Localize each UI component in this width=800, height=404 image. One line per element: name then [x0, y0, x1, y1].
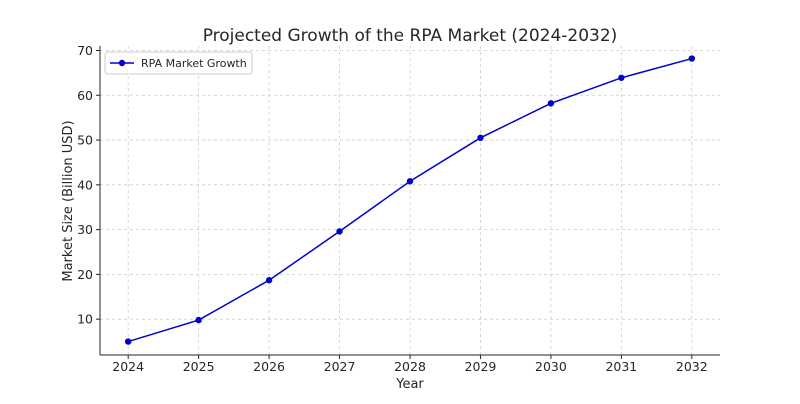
legend-point-marker: [118, 59, 126, 67]
x-tick-label: 2026: [253, 359, 285, 374]
legend: RPA Market Growth: [104, 51, 253, 75]
series: [124, 55, 696, 345]
x-ticks: 2024 2025 2026 2027 2028 2029 2030 2031 2032: [112, 355, 708, 374]
y-tick-label: 60: [77, 88, 93, 103]
chart-title: Projected Growth of the RPA Market (2024…: [203, 26, 618, 46]
y-tick-label: 70: [77, 43, 93, 58]
data-point: [336, 228, 343, 235]
data-point: [477, 134, 484, 142]
y-tick-label: 30: [77, 222, 93, 237]
x-tick-label: 2027: [324, 359, 356, 374]
x-tick-label: 2031: [605, 359, 637, 374]
x-tick-label: 2030: [535, 359, 567, 374]
data-point: [688, 55, 696, 62]
y-tick-label: 10: [77, 312, 93, 327]
y-axis-label: Market Size (Billion USD): [61, 120, 76, 281]
x-tick-label: 2029: [465, 359, 497, 374]
x-tick-label: 2032: [676, 359, 708, 374]
x-tick-label: 2028: [394, 359, 426, 374]
y-ticks: 10 20 30 40 50 60 70: [77, 43, 100, 327]
y-tick-label: 40: [77, 177, 93, 192]
legend-box: [104, 51, 253, 75]
x-tick-label: 2024: [112, 359, 144, 374]
data-point: [265, 277, 273, 284]
data-point: [547, 100, 555, 107]
axes: [99, 46, 720, 356]
data-point: [618, 74, 625, 81]
data-point: [195, 316, 202, 324]
x-tick-label: 2025: [183, 359, 215, 374]
y-tick-label: 50: [77, 133, 93, 148]
x-axis-label: Year: [395, 377, 424, 392]
y-tick-label: 20: [77, 267, 93, 282]
legend-label: RPA Market Growth: [141, 57, 247, 70]
data-point: [406, 178, 414, 185]
grid: [100, 46, 720, 355]
data-point: [124, 338, 132, 345]
